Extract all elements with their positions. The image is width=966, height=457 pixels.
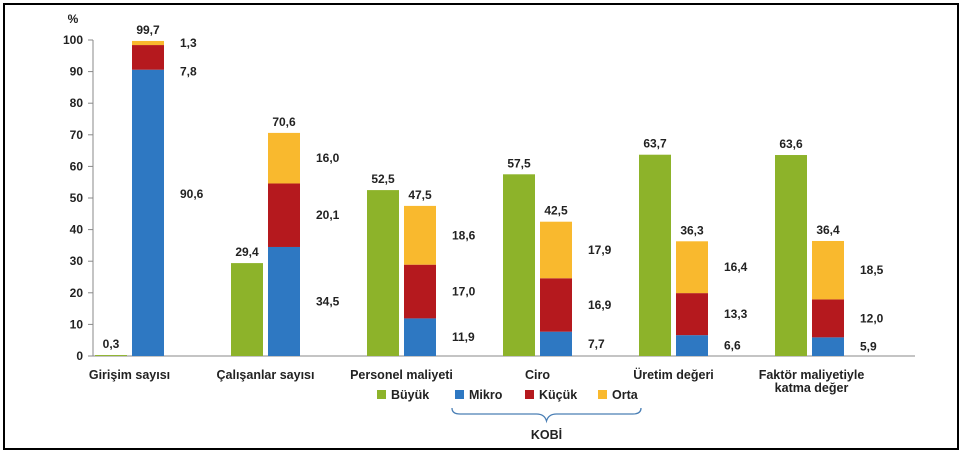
- stacked-bar-chart: % 0 10 20 30 40 50 60 70 80 90 100 0,3 90,6 7,8 1,3 99,…: [63, 12, 915, 442]
- legend-swatch-mikro: [455, 390, 464, 399]
- data-label-kobi-total: 99,7: [136, 23, 160, 37]
- data-label-buyuk: 63,7: [643, 137, 667, 151]
- bar-segment-orta: [812, 240, 844, 300]
- kobi-group-label: KOBİ: [531, 427, 562, 442]
- data-label-küçük: 17,0: [452, 285, 476, 299]
- data-label-küçük: 16,9: [588, 298, 612, 312]
- data-label-buyuk: 0,3: [103, 337, 120, 351]
- bar-buyuk: [231, 263, 263, 356]
- legend-label-büyük: Büyük: [391, 388, 429, 402]
- bar-segment-orta: [132, 40, 164, 46]
- bar-segment-küçük: [404, 264, 436, 319]
- y-tick-label: 10: [70, 317, 84, 331]
- y-tick-label: 90: [70, 65, 84, 79]
- data-label-buyuk: 63,6: [779, 137, 803, 151]
- data-label-kobi-total: 47,5: [408, 188, 432, 202]
- y-tick-label: 80: [70, 96, 84, 110]
- bar-segment-mikro: [268, 246, 300, 356]
- category-label: Ciro: [525, 368, 550, 382]
- bar-segment-orta: [268, 132, 300, 184]
- y-tick-label: 50: [70, 191, 84, 205]
- data-label-mikro: 34,5: [316, 294, 340, 308]
- y-tick-label: 20: [70, 286, 84, 300]
- data-label-orta: 18,6: [452, 228, 476, 242]
- category-label: Faktör maliyetiyle: [759, 368, 865, 382]
- data-label-küçük: 13,3: [724, 307, 748, 321]
- bar-segment-küçük: [268, 183, 300, 247]
- data-label-mikro: 6,6: [724, 339, 741, 353]
- legend-label-orta: Orta: [612, 388, 639, 402]
- legend-label-mikro: Mikro: [469, 388, 503, 402]
- category-label: Girişim sayısı: [89, 368, 170, 382]
- bar-buyuk: [95, 355, 127, 356]
- bar-buyuk: [775, 155, 807, 356]
- data-label-mikro: 11,9: [452, 330, 475, 344]
- bar-segment-orta: [404, 205, 436, 265]
- data-label-küçük: 12,0: [860, 311, 884, 325]
- category-label: Çalışanlar sayısı: [217, 368, 315, 382]
- data-label-kobi-total: 70,6: [272, 115, 296, 129]
- data-label-mikro: 5,9: [860, 340, 877, 354]
- chart-frame: % 0 10 20 30 40 50 60 70 80 90 100 0,3 90,6 7,8 1,3 99,…: [3, 3, 959, 450]
- legend-label-küçük: Küçük: [539, 388, 577, 402]
- y-tick-label: 70: [70, 128, 84, 142]
- bar-segment-küçük: [132, 45, 164, 70]
- data-label-kobi-total: 42,5: [544, 204, 568, 218]
- category-label: Personel maliyeti: [350, 368, 453, 382]
- data-label-orta: 16,4: [724, 260, 748, 274]
- data-label-orta: 18,5: [860, 263, 884, 277]
- data-label-kobi-total: 36,3: [680, 223, 704, 237]
- bar-buyuk: [639, 154, 671, 356]
- legend-swatch-orta: [598, 390, 607, 399]
- data-label-mikro: 7,7: [588, 337, 605, 351]
- y-tick-label: 0: [76, 349, 83, 363]
- data-label-küçük: 20,1: [316, 208, 340, 222]
- bar-segment-mikro: [812, 337, 844, 356]
- data-label-buyuk: 52,5: [371, 172, 395, 186]
- y-tick-label: 40: [70, 223, 84, 237]
- bar-segment-orta: [676, 241, 708, 294]
- legend-swatch-küçük: [525, 390, 534, 399]
- bar-buyuk: [503, 174, 535, 356]
- data-label-kobi-total: 36,4: [816, 223, 840, 237]
- data-label-küçük: 7,8: [180, 65, 197, 79]
- y-tick-label: 100: [63, 33, 83, 47]
- kobi-bracket: [451, 407, 642, 424]
- category-label: Üretim değeri: [633, 367, 714, 382]
- data-label-orta: 17,9: [588, 243, 612, 257]
- bar-segment-küçük: [676, 293, 708, 336]
- bar-segment-mikro: [132, 69, 164, 356]
- bar-segment-mikro: [676, 335, 708, 356]
- y-tick-label: 30: [70, 254, 84, 268]
- data-label-orta: 1,3: [180, 36, 197, 50]
- y-axis-unit-label: %: [68, 12, 79, 26]
- y-tick-label: 60: [70, 159, 84, 173]
- data-label-mikro: 90,6: [180, 187, 204, 201]
- data-label-orta: 16,0: [316, 151, 340, 165]
- data-label-buyuk: 29,4: [235, 245, 259, 259]
- bar-buyuk: [367, 190, 399, 356]
- category-label: katma değer: [775, 381, 849, 395]
- legend-swatch-büyük: [377, 390, 386, 399]
- bar-segment-küçük: [540, 278, 572, 332]
- bar-segment-mikro: [404, 318, 436, 356]
- bar-segment-mikro: [540, 331, 572, 356]
- data-label-buyuk: 57,5: [507, 156, 531, 170]
- bar-segment-orta: [540, 221, 572, 279]
- bar-segment-küçük: [812, 299, 844, 338]
